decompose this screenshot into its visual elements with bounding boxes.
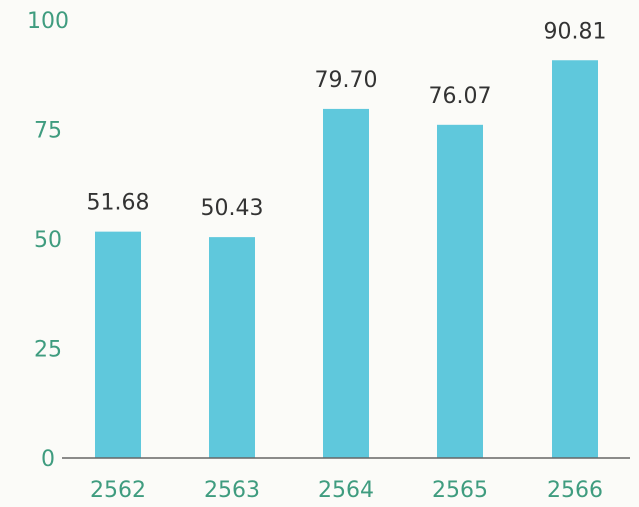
bar-value-label: 50.43 [201, 196, 264, 221]
x-tick-label: 2563 [204, 478, 260, 503]
value-labels-layer: 51.68 50.43 79.70 76.07 90.81 [87, 19, 607, 221]
y-axis-ticks: 0 25 50 75 100 [27, 9, 69, 472]
x-tick-label: 2564 [318, 478, 374, 503]
bar-value-label: 51.68 [87, 191, 150, 216]
y-tick-label: 100 [27, 9, 69, 34]
bar-2565 [437, 124, 483, 458]
bar-2562 [95, 231, 141, 458]
y-tick-label: 25 [34, 338, 62, 363]
bar-value-label: 79.70 [315, 68, 378, 93]
bar-value-label: 90.81 [544, 19, 607, 44]
y-tick-label: 50 [34, 228, 62, 253]
x-axis-ticks: 2562 2563 2564 2565 2566 [90, 478, 603, 503]
bars-layer [95, 60, 598, 459]
y-tick-label: 0 [41, 447, 55, 472]
bar-value-label: 76.07 [429, 84, 492, 109]
x-tick-label: 2565 [432, 478, 488, 503]
bar-2564 [323, 108, 369, 458]
bar-2566 [552, 60, 598, 459]
y-tick-label: 75 [34, 119, 62, 144]
bar-2563 [209, 237, 255, 458]
x-tick-label: 2566 [547, 478, 603, 503]
x-tick-label: 2562 [90, 478, 146, 503]
